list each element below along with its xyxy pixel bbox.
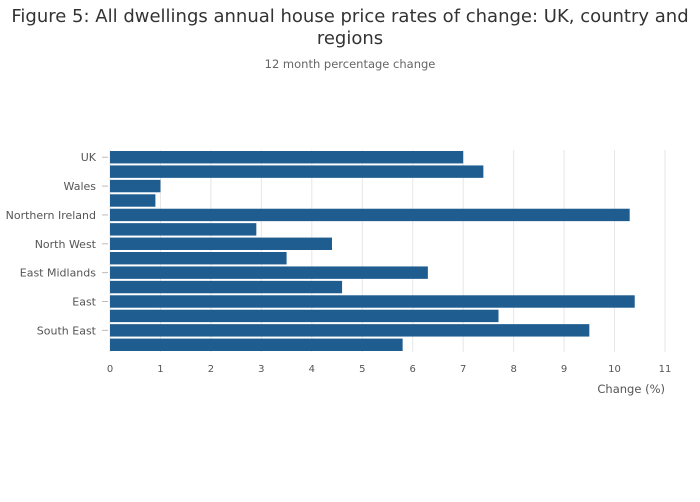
x-tick-label: 9 [561,364,567,375]
x-tick-label: 2 [208,364,214,375]
bar[interactable] [110,295,635,308]
x-tick-label: 8 [510,364,516,375]
x-tick-label: 10 [608,364,621,375]
y-tick-label: Northern Ireland [6,209,96,222]
bar[interactable] [110,151,464,164]
bar[interactable] [110,252,287,265]
x-tick-label: 1 [157,364,163,375]
bar[interactable] [110,194,156,207]
x-tick-label: 4 [309,364,315,375]
y-axis-labels: UK Wales Northern Ireland North West East Mi… [6,151,108,337]
y-tick-label: East [72,296,96,309]
chart-subtitle: 12 month percentage change [264,57,436,71]
bar[interactable] [110,309,499,323]
x-axis-title: Change (%) [597,382,665,396]
x-tick-label: 3 [258,364,264,375]
x-tick-label: 6 [410,364,416,375]
y-tick-label: UK [81,151,97,164]
y-tick-label: South East [37,324,97,337]
bar[interactable] [110,237,332,250]
bar[interactable] [110,179,161,193]
bar[interactable] [110,324,590,337]
y-tick-label: North West [35,238,97,251]
y-tick-label: Wales [64,180,97,193]
bar[interactable] [110,338,403,351]
bar[interactable] [110,165,484,178]
bar-series [110,151,635,351]
bar[interactable] [110,208,630,222]
chart-title: Figure 5: All dwellings annual house pri… [11,6,689,49]
bar[interactable] [110,266,428,279]
x-tick-label: 5 [359,364,365,375]
x-tick-label: 11 [659,364,672,375]
bar[interactable] [110,223,257,236]
x-tick-label: 7 [460,364,466,375]
bar[interactable] [110,280,343,294]
y-tick-label: East Midlands [20,267,97,280]
x-axis-labels: 0 1 2 3 4 5 6 7 8 9 10 11 [107,364,672,375]
x-tick-label: 0 [107,364,113,375]
